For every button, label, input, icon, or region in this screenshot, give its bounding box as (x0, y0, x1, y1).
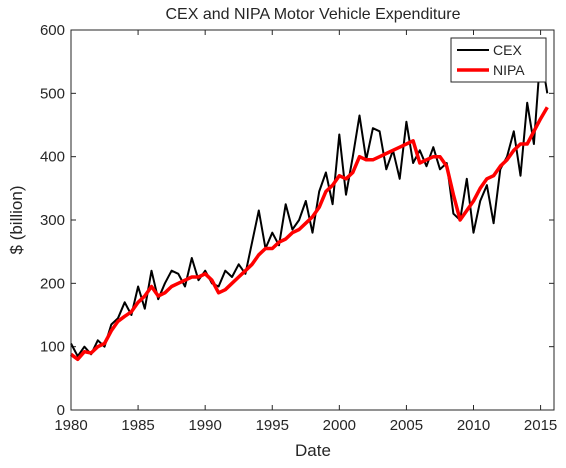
series-line (69, 106, 549, 362)
series-line (70, 51, 549, 358)
legend-label: CEX (493, 42, 522, 58)
y-tick-label: 200 (40, 275, 65, 292)
x-tick-label: 2010 (457, 417, 490, 434)
plot-area (71, 30, 554, 410)
y-tick-label: 0 (57, 402, 65, 419)
y-tick-label: 500 (40, 85, 65, 102)
x-tick-label: 1980 (54, 417, 87, 434)
x-tick-label: 2005 (390, 417, 423, 434)
x-tick-label: 1990 (188, 417, 221, 434)
chart-title: CEX and NIPA Motor Vehicle Expenditure (166, 6, 461, 23)
y-tick-label: 300 (40, 212, 65, 229)
y-tick-label: 600 (40, 22, 65, 39)
x-tick-label: 2000 (323, 417, 356, 434)
x-tick-label: 1985 (121, 417, 154, 434)
legend-label: NIPA (493, 62, 525, 78)
x-tick-label: 2015 (524, 417, 557, 434)
axes-box (70, 29, 555, 411)
legend-box (450, 37, 547, 83)
x-tick-label: 1995 (256, 417, 289, 434)
y-tick-label: 400 (40, 149, 65, 166)
x-axis-label: Date (295, 441, 331, 460)
y-axis-label: $ (billion) (7, 186, 26, 255)
y-tick-label: 100 (40, 339, 65, 356)
